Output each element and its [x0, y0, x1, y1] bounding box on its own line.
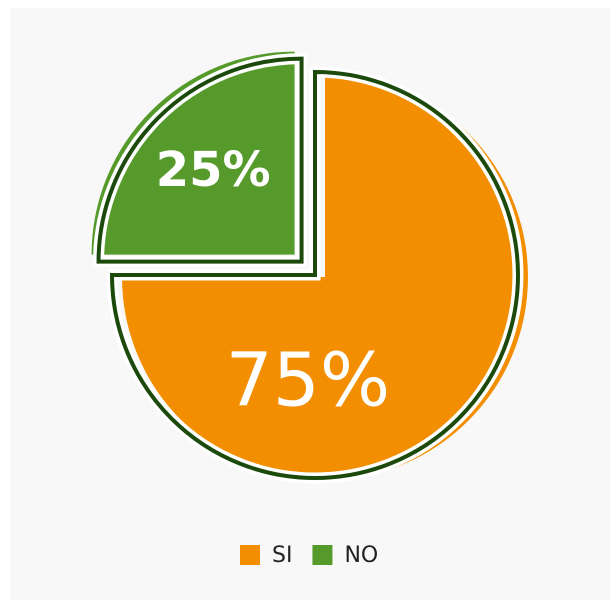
legend-label: NO — [344, 543, 378, 568]
legend-label: SI — [272, 543, 292, 568]
slice — [122, 74, 528, 480]
data-label: 25% — [156, 142, 271, 198]
slice-outline — [109, 69, 520, 480]
slice-outline — [96, 56, 304, 264]
legend-swatch — [312, 545, 333, 565]
slice — [91, 51, 295, 255]
data-label: 75% — [226, 337, 390, 423]
legend-swatch — [240, 545, 260, 565]
